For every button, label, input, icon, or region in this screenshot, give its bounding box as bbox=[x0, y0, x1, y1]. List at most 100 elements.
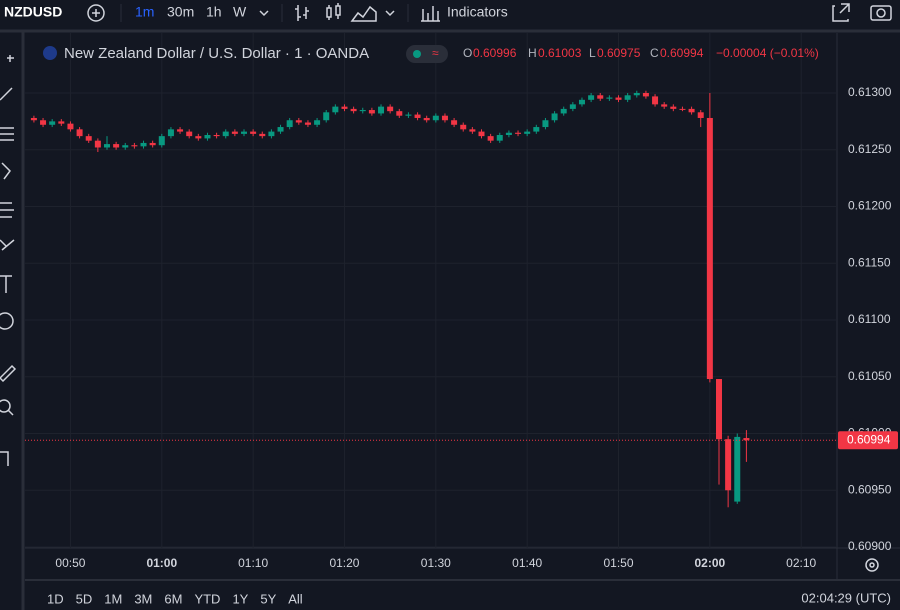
status-pill[interactable]: ≈ bbox=[406, 45, 448, 63]
svg-text:≈: ≈ bbox=[432, 46, 439, 60]
range-button[interactable]: YTD bbox=[194, 591, 220, 606]
candles-icon[interactable] bbox=[326, 3, 341, 20]
candle-body bbox=[268, 131, 275, 137]
range-button[interactable]: 1Y bbox=[232, 591, 248, 606]
text-tool[interactable] bbox=[0, 275, 12, 293]
y-tick-label: 0.61150 bbox=[848, 255, 891, 269]
range-button[interactable]: All bbox=[288, 591, 303, 606]
fib-tool[interactable] bbox=[0, 127, 14, 141]
candle-body bbox=[661, 104, 668, 107]
candle-body bbox=[40, 120, 47, 125]
forecast-tool[interactable] bbox=[0, 202, 14, 218]
style-menu[interactable] bbox=[385, 10, 395, 17]
legend-low: 0.60975 bbox=[597, 46, 641, 60]
candle-body bbox=[423, 117, 430, 121]
candle-body bbox=[131, 145, 138, 147]
bars-icon[interactable] bbox=[295, 5, 309, 21]
candle-body bbox=[615, 97, 622, 100]
candle-body bbox=[542, 120, 549, 128]
x-tick-label: 01:20 bbox=[329, 556, 359, 570]
candle-body bbox=[177, 129, 184, 132]
candle-body bbox=[734, 436, 741, 502]
range-button[interactable]: 5D bbox=[76, 591, 93, 606]
candle-body bbox=[323, 112, 330, 121]
candle-body bbox=[295, 120, 302, 123]
candle-body bbox=[441, 115, 448, 121]
range-button[interactable]: 3M bbox=[134, 591, 152, 606]
legend-title: New Zealand Dollar / U.S. Dollar · 1 · O… bbox=[64, 45, 369, 62]
pattern-tool[interactable] bbox=[1, 162, 11, 180]
candle-body bbox=[487, 136, 494, 141]
candle-body bbox=[103, 144, 110, 148]
last-price-tag bbox=[838, 431, 898, 450]
candle-body bbox=[405, 114, 412, 116]
indicators-icon[interactable] bbox=[421, 6, 440, 22]
area-icon[interactable] bbox=[350, 5, 377, 22]
y-tick-label: 0.61050 bbox=[848, 369, 892, 383]
trend-tool[interactable] bbox=[0, 87, 13, 101]
legend-label: O bbox=[463, 46, 472, 60]
candle-body bbox=[633, 93, 640, 96]
crosshair-tool[interactable] bbox=[7, 55, 14, 62]
candle-body bbox=[204, 134, 211, 139]
legend-high: 0.61003 bbox=[538, 46, 582, 60]
measure-tool[interactable] bbox=[0, 364, 17, 383]
brush-tool[interactable] bbox=[0, 239, 15, 251]
fullscreen-icon[interactable] bbox=[832, 3, 850, 22]
candle-body bbox=[332, 106, 339, 113]
interval[interactable]: 30m bbox=[167, 4, 194, 20]
flag bbox=[43, 46, 57, 60]
candle-body bbox=[122, 145, 129, 148]
symbol[interactable]: NZDUSD bbox=[4, 4, 62, 20]
range-button[interactable]: 1D bbox=[47, 591, 64, 606]
candle-body bbox=[588, 95, 595, 100]
candle-body bbox=[149, 142, 156, 146]
x-tick-label: 02:10 bbox=[786, 556, 816, 570]
candle-body bbox=[743, 438, 750, 441]
y-tick-label: 0.60900 bbox=[848, 539, 892, 553]
settings-icon[interactable] bbox=[865, 558, 879, 572]
candle-body bbox=[304, 122, 311, 125]
candle-body bbox=[186, 131, 193, 137]
candle-body bbox=[94, 140, 101, 148]
candle-body bbox=[259, 133, 266, 137]
y-tick-label: 0.61250 bbox=[848, 142, 892, 156]
range-button[interactable]: 1M bbox=[104, 591, 122, 606]
indicators[interactable]: Indicators bbox=[447, 4, 508, 20]
clock: 02:04:29 (UTC) bbox=[801, 590, 891, 605]
candle-body bbox=[524, 131, 531, 134]
candle-body bbox=[49, 121, 56, 125]
range-button[interactable]: 6M bbox=[164, 591, 182, 606]
range-button[interactable]: 5Y bbox=[260, 591, 276, 606]
interval-menu[interactable] bbox=[259, 10, 269, 17]
candle-body bbox=[414, 114, 421, 118]
interval[interactable]: 1h bbox=[206, 4, 222, 20]
candle-body bbox=[167, 129, 174, 137]
candle-body bbox=[286, 120, 293, 128]
candle-body bbox=[606, 97, 613, 99]
snapshot-icon[interactable] bbox=[870, 5, 892, 21]
candle-body bbox=[624, 95, 631, 100]
interval[interactable]: 1m bbox=[135, 4, 154, 20]
x-tick-label: 01:30 bbox=[421, 556, 451, 570]
candle-body bbox=[67, 123, 74, 130]
candle-body bbox=[277, 127, 284, 132]
magnet-tool[interactable] bbox=[0, 451, 9, 466]
candle-body bbox=[222, 131, 229, 137]
candle-body bbox=[451, 120, 458, 125]
ranges: 1D 5D 1M 3M 6M YTD 1Y 5Y All bbox=[47, 591, 303, 606]
add-symbol[interactable] bbox=[87, 4, 105, 22]
candle-body bbox=[679, 108, 686, 110]
interval[interactable]: W bbox=[233, 4, 247, 20]
candle-body bbox=[195, 136, 202, 139]
candle-body bbox=[113, 144, 120, 148]
emoji-tool[interactable] bbox=[0, 312, 14, 330]
candle-body bbox=[505, 132, 512, 135]
legend-open: 0.60996 bbox=[473, 46, 517, 60]
zoom-tool[interactable] bbox=[0, 399, 14, 416]
legend-close: 0.60994 bbox=[660, 46, 704, 60]
candle-body bbox=[560, 108, 567, 114]
candle-body bbox=[231, 131, 238, 134]
x-tick-label: 01:50 bbox=[603, 556, 633, 570]
